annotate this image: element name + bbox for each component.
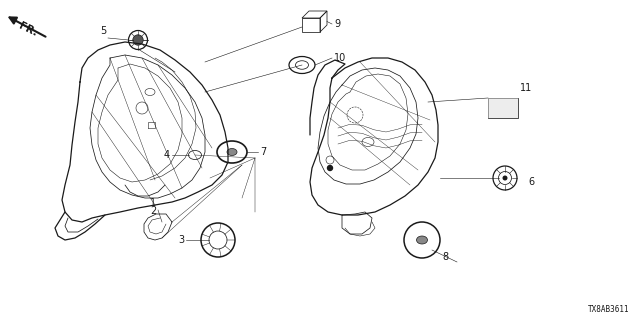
Circle shape xyxy=(502,175,508,180)
Text: 5: 5 xyxy=(100,26,106,36)
Text: TX8AB3611: TX8AB3611 xyxy=(588,305,630,314)
Text: FR.: FR. xyxy=(17,21,39,39)
Text: 1: 1 xyxy=(150,198,156,208)
Bar xyxy=(488,98,518,118)
Text: 10: 10 xyxy=(334,53,346,63)
Text: 2: 2 xyxy=(150,206,156,216)
Text: 8: 8 xyxy=(442,252,448,262)
Circle shape xyxy=(328,165,333,171)
Text: 11: 11 xyxy=(520,83,532,93)
Bar xyxy=(488,98,518,118)
Bar xyxy=(302,18,320,32)
Ellipse shape xyxy=(227,148,237,156)
Text: 6: 6 xyxy=(528,177,534,187)
Text: 9: 9 xyxy=(334,19,340,29)
Ellipse shape xyxy=(417,236,428,244)
Circle shape xyxy=(133,35,143,45)
Text: 7: 7 xyxy=(260,147,266,157)
Text: 3: 3 xyxy=(178,235,184,245)
Text: 4: 4 xyxy=(164,150,170,160)
